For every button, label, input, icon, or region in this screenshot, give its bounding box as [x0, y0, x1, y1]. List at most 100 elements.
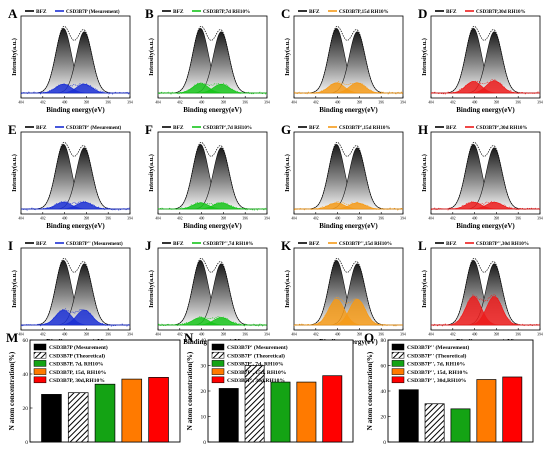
x-axis-label: Binding energy(eV) [456, 222, 515, 230]
legend-swatch-5 [33, 376, 47, 384]
y-axis-label: Intensity(a.u.) [284, 38, 291, 76]
panel-letter: I [8, 238, 13, 253]
x-tick-label: 400 [199, 333, 205, 337]
legend-label-bfz: BFZ [173, 241, 184, 247]
x-tick-label: 394 [537, 333, 543, 337]
x-axis-label: Binding energy(eV) [319, 222, 378, 230]
legend-label-sample: CSD3B7P'',15d RH10% [339, 241, 392, 247]
x-tick-label: 398 [494, 101, 500, 105]
x-tick-label: 394 [400, 217, 406, 221]
sample-envelope [157, 316, 267, 327]
bar-5 [502, 376, 523, 443]
y-axis-label: Intensity(a.u.) [284, 154, 291, 192]
x-tick-label: 402 [40, 333, 46, 337]
x-tick-label: 396 [516, 101, 522, 105]
y-tick-label: 20 [381, 415, 387, 421]
x-tick-label: 398 [357, 333, 363, 337]
legend-swatch-1 [211, 343, 225, 351]
bfz-envelope [21, 257, 130, 326]
legend-swatch-2 [211, 351, 225, 359]
y-axis-label: Intensity(a.u.) [11, 38, 18, 76]
panel-letter: K [281, 238, 292, 253]
panel-letter: M [6, 330, 18, 345]
bar-1 [41, 394, 62, 443]
x-tick-label: 404 [155, 333, 161, 337]
legend-label-3: CSD3B7P', 7d, RH10% [227, 362, 284, 368]
bar-3 [270, 381, 291, 443]
sample-peak-2 [21, 83, 130, 94]
legend-label-sample: CSD3B7P,7d RH10% [203, 9, 250, 15]
panel-letter: F [145, 122, 153, 137]
x-tick-label: 394 [537, 101, 543, 105]
y-tick-label: 40 [381, 389, 387, 395]
xps-panel-e: E Intensity(a.u.) 404 402 400 398 396 394 Bindin… [8, 122, 133, 230]
legend-label-4: CSD3B7P', 15d, RH10% [227, 370, 287, 376]
x-axis-label: Binding energy(eV) [456, 106, 515, 114]
bar-4 [296, 381, 317, 443]
bfz-envelope [294, 25, 403, 94]
legend-label-sample: CSD3B7P,30d RH10% [476, 9, 526, 15]
sample-envelope [430, 200, 540, 211]
xps-panel-d: D Intensity(a.u.) 404 402 400 398 396 394 Bindin… [418, 6, 543, 114]
y-tick-label: 80 [381, 338, 387, 344]
panel-letter: G [281, 122, 291, 137]
x-tick-label: 394 [127, 217, 133, 221]
legend-label-5: CSD3B7P, 30d,RH10% [49, 378, 105, 384]
y-axis-label: Intensity(a.u.) [148, 38, 155, 76]
xps-panel-c: C Intensity(a.u.) 404 402 400 398 396 394 Bindin… [281, 6, 406, 114]
xps-panel-k: KIntensity(a.u.)404402400398396394Bindin… [281, 238, 406, 346]
legend-label-1: CSD3B7P (Mesurement) [49, 344, 108, 351]
legend-swatch-3 [211, 360, 225, 367]
x-tick-label: 404 [155, 101, 161, 105]
x-tick-label: 394 [400, 333, 406, 337]
bfz-envelope [21, 141, 130, 210]
x-tick-label: 404 [428, 217, 434, 221]
legend-swatch-3 [33, 360, 47, 367]
bfz-envelope [158, 141, 267, 210]
sample-peak-2 [431, 201, 540, 210]
x-tick-label: 400 [62, 217, 68, 221]
sample-envelope [293, 296, 403, 327]
x-tick-label: 396 [379, 217, 385, 221]
legend-label-4: CSD3B7P'', 15d, RH10% [407, 370, 468, 376]
x-tick-label: 396 [106, 217, 112, 221]
bar-3 [94, 383, 116, 443]
y-axis-label: N atom concentration(%) [366, 351, 374, 430]
y-tick-label: 20 [23, 406, 29, 412]
bar-panel-m: M N atom concentration(%) 0 20 40 60 CSD3B7P (… [6, 330, 181, 446]
legend-label-sample: CSD3B7P' (Mesurement) [66, 124, 122, 131]
y-axis-label: Intensity(a.u.) [11, 270, 18, 308]
legend-label-2: CSD3B7P' (Theoretical) [227, 352, 285, 359]
legend-label-1: CSD3B7P'' (Mesurement) [407, 344, 469, 351]
x-tick-label: 404 [428, 333, 434, 337]
panel-letter: N [184, 330, 194, 345]
y-axis-label: Intensity(a.u.) [148, 270, 155, 308]
sample-envelope [157, 82, 267, 95]
legend-label-bfz: BFZ [309, 125, 320, 131]
panel-letter: J [145, 238, 152, 253]
x-tick-label: 400 [472, 333, 478, 337]
xps-panel-b: B Intensity(a.u.) 404 402 400 398 396 394 Bindin… [145, 6, 270, 114]
bar-1 [398, 389, 419, 443]
legend-label-bfz: BFZ [36, 241, 47, 247]
legend-label-3: CSD3B7P'', 7d, RH10% [407, 362, 466, 368]
legend-swatch-4 [391, 368, 405, 375]
y-tick-label: 40 [201, 338, 207, 344]
y-axis-label: Intensity(a.u.) [148, 154, 155, 192]
bar-2 [424, 403, 445, 443]
legend-label-3: CSD3B7P, 7d, RH10% [49, 362, 104, 368]
x-tick-label: 400 [472, 217, 478, 221]
legend-label-2: CSD3B7P (Theoretical) [49, 352, 105, 359]
x-tick-label: 400 [62, 101, 68, 105]
x-tick-label: 394 [537, 217, 543, 221]
x-tick-label: 398 [221, 333, 227, 337]
sample-peak-2 [158, 317, 267, 326]
x-tick-label: 396 [516, 217, 522, 221]
bfz-envelope [294, 141, 403, 210]
legend-label-bfz: BFZ [446, 9, 457, 15]
sample-peak-2 [21, 309, 130, 326]
sample-envelope [157, 201, 267, 211]
bar-4 [121, 378, 143, 443]
